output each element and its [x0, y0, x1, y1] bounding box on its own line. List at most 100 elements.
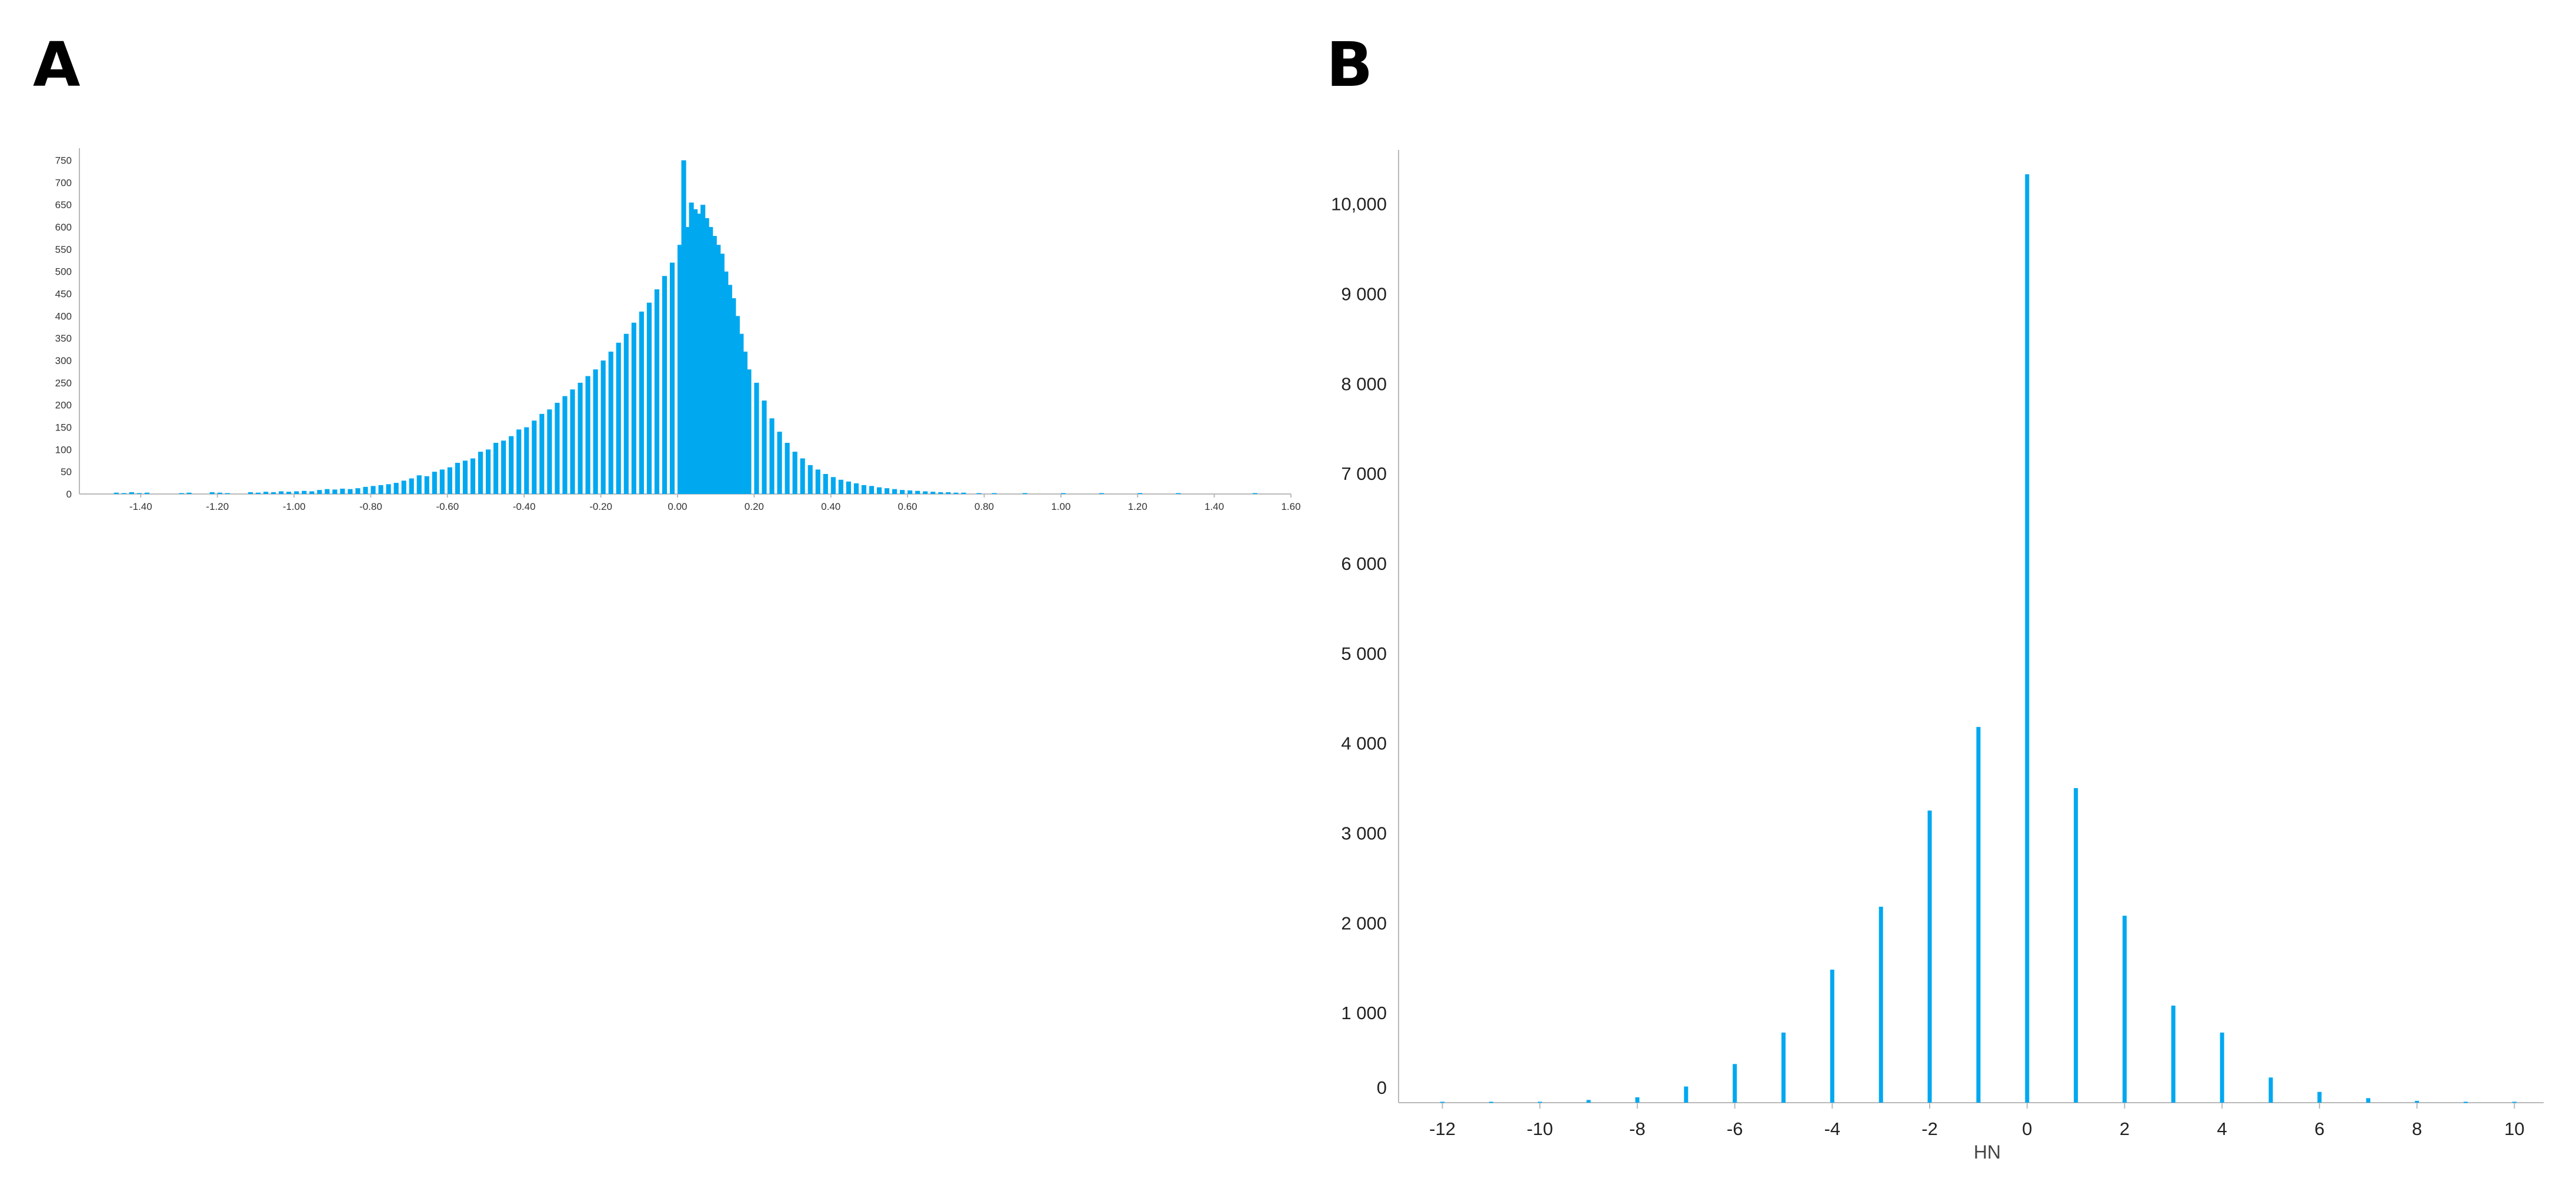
- histogram-bar: [807, 465, 813, 494]
- histogram-bar: [719, 253, 725, 494]
- bar-hn--12: [1440, 1101, 1445, 1103]
- histogram-bar: [309, 491, 315, 494]
- histogram-bar: [746, 369, 752, 494]
- histogram-bar: [769, 418, 775, 494]
- histogram-bar: [946, 492, 951, 494]
- histogram-bar: [524, 427, 529, 494]
- x-tick-label-b: -10: [1527, 1119, 1553, 1139]
- bar-hn-8: [2415, 1100, 2420, 1103]
- y-tick-label-a: 400: [55, 311, 72, 322]
- histogram-bar: [616, 342, 621, 494]
- x-tick-label-b: -12: [1429, 1119, 1456, 1139]
- bar-hn--2: [1927, 810, 1932, 1103]
- bar-hn-2: [2122, 916, 2127, 1103]
- histogram-bar: [685, 227, 690, 494]
- x-tick-label-b: -6: [1727, 1119, 1743, 1139]
- bar-hn-7: [2366, 1098, 2371, 1103]
- bar-hn-10: [2512, 1101, 2517, 1103]
- x-tick-label-a: -0.80: [359, 501, 382, 512]
- histogram-bar: [1252, 493, 1257, 494]
- histogram-bar: [209, 492, 215, 494]
- histogram-bar: [562, 396, 568, 494]
- bar-hn--6: [1733, 1064, 1737, 1103]
- y-tick-label-a: 700: [55, 177, 72, 188]
- y-tick-label-a: 50: [61, 466, 72, 478]
- histogram-bar: [179, 493, 184, 494]
- y-tick-label-a: 250: [55, 378, 72, 389]
- y-tick-label-b: 0: [1377, 1077, 1387, 1098]
- histogram-bar: [712, 236, 717, 494]
- histogram-bar: [114, 492, 119, 494]
- histogram-bar: [1060, 493, 1066, 494]
- bar-hn--5: [1781, 1032, 1786, 1103]
- bar-hn--11: [1489, 1101, 1493, 1103]
- histogram-bar: [393, 483, 399, 494]
- x-tick-label-a: 1.40: [1204, 501, 1224, 512]
- histogram-bar: [677, 245, 683, 494]
- x-tick-label-a: 0.80: [975, 501, 994, 512]
- histogram-bar: [286, 492, 292, 494]
- histogram-bar: [516, 429, 522, 494]
- y-tick-label-b: 6 000: [1341, 553, 1387, 574]
- histogram-bar: [462, 460, 468, 494]
- bar-hn--8: [1635, 1097, 1640, 1103]
- histogram-bar: [646, 302, 652, 494]
- histogram-bar: [915, 490, 920, 494]
- histogram-bar: [815, 469, 820, 494]
- x-tick-label-b: 10: [2504, 1119, 2524, 1139]
- histogram-bar: [861, 485, 867, 494]
- x-tick-label-b: 6: [2314, 1119, 2324, 1139]
- x-tick-label-b: -8: [1629, 1119, 1646, 1139]
- y-tick-label-b: 4 000: [1341, 733, 1387, 754]
- x-axis-title-b: HN: [1974, 1141, 2001, 1163]
- histogram-bar: [823, 473, 828, 494]
- histogram-bar: [325, 489, 330, 494]
- x-tick-label-a: 1.60: [1281, 501, 1300, 512]
- histogram-bar: [478, 452, 483, 494]
- histogram-bar: [278, 491, 284, 494]
- y-tick-label-a: 750: [55, 155, 72, 166]
- y-tick-label-a: 150: [55, 422, 72, 433]
- histogram-bar: [348, 489, 353, 494]
- bar-hn-4: [2220, 1032, 2224, 1103]
- y-tick-label-a: 0: [66, 489, 72, 500]
- histogram-bar: [669, 262, 675, 494]
- histogram-bar: [754, 382, 759, 494]
- histogram-bar: [1099, 493, 1105, 494]
- histogram-bar: [884, 488, 890, 494]
- histogram-bar: [593, 369, 598, 494]
- histogram-bar: [792, 452, 798, 494]
- x-tick-label-b: 0: [2022, 1119, 2032, 1139]
- bar-hn--1: [1976, 727, 1981, 1103]
- histogram-bar: [976, 493, 982, 494]
- histogram-bar: [777, 432, 782, 494]
- x-tick-label-a: -1.40: [129, 501, 152, 512]
- y-tick-label-a: 300: [55, 355, 72, 366]
- panel-label-a: A: [33, 29, 81, 101]
- y-tick-label-a: 500: [55, 266, 72, 278]
- histogram-bar: [470, 458, 476, 494]
- x-tick-label-b: -4: [1824, 1119, 1841, 1139]
- x-tick-label-a: 1.20: [1128, 501, 1147, 512]
- histogram-bar: [186, 492, 192, 494]
- histogram-bar: [371, 486, 376, 494]
- histogram-bar: [217, 492, 222, 494]
- histogram-bar: [762, 400, 767, 494]
- histogram-bar: [409, 478, 414, 494]
- histogram-bar: [424, 476, 429, 494]
- bar-hn-9: [2463, 1101, 2468, 1103]
- x-tick-label-b: 8: [2412, 1119, 2422, 1139]
- histogram-bar: [585, 376, 590, 494]
- histogram-bar: [846, 481, 851, 494]
- bar-hn--9: [1586, 1100, 1591, 1103]
- histogram-bar: [386, 484, 391, 494]
- histogram-bar: [727, 285, 732, 494]
- bar-hn-5: [2268, 1077, 2273, 1103]
- histogram-bar: [961, 492, 966, 494]
- histogram-bar: [493, 442, 499, 494]
- histogram-bar: [363, 486, 368, 494]
- x-tick-label-a: 0.20: [745, 501, 764, 512]
- histogram-bar: [317, 490, 322, 494]
